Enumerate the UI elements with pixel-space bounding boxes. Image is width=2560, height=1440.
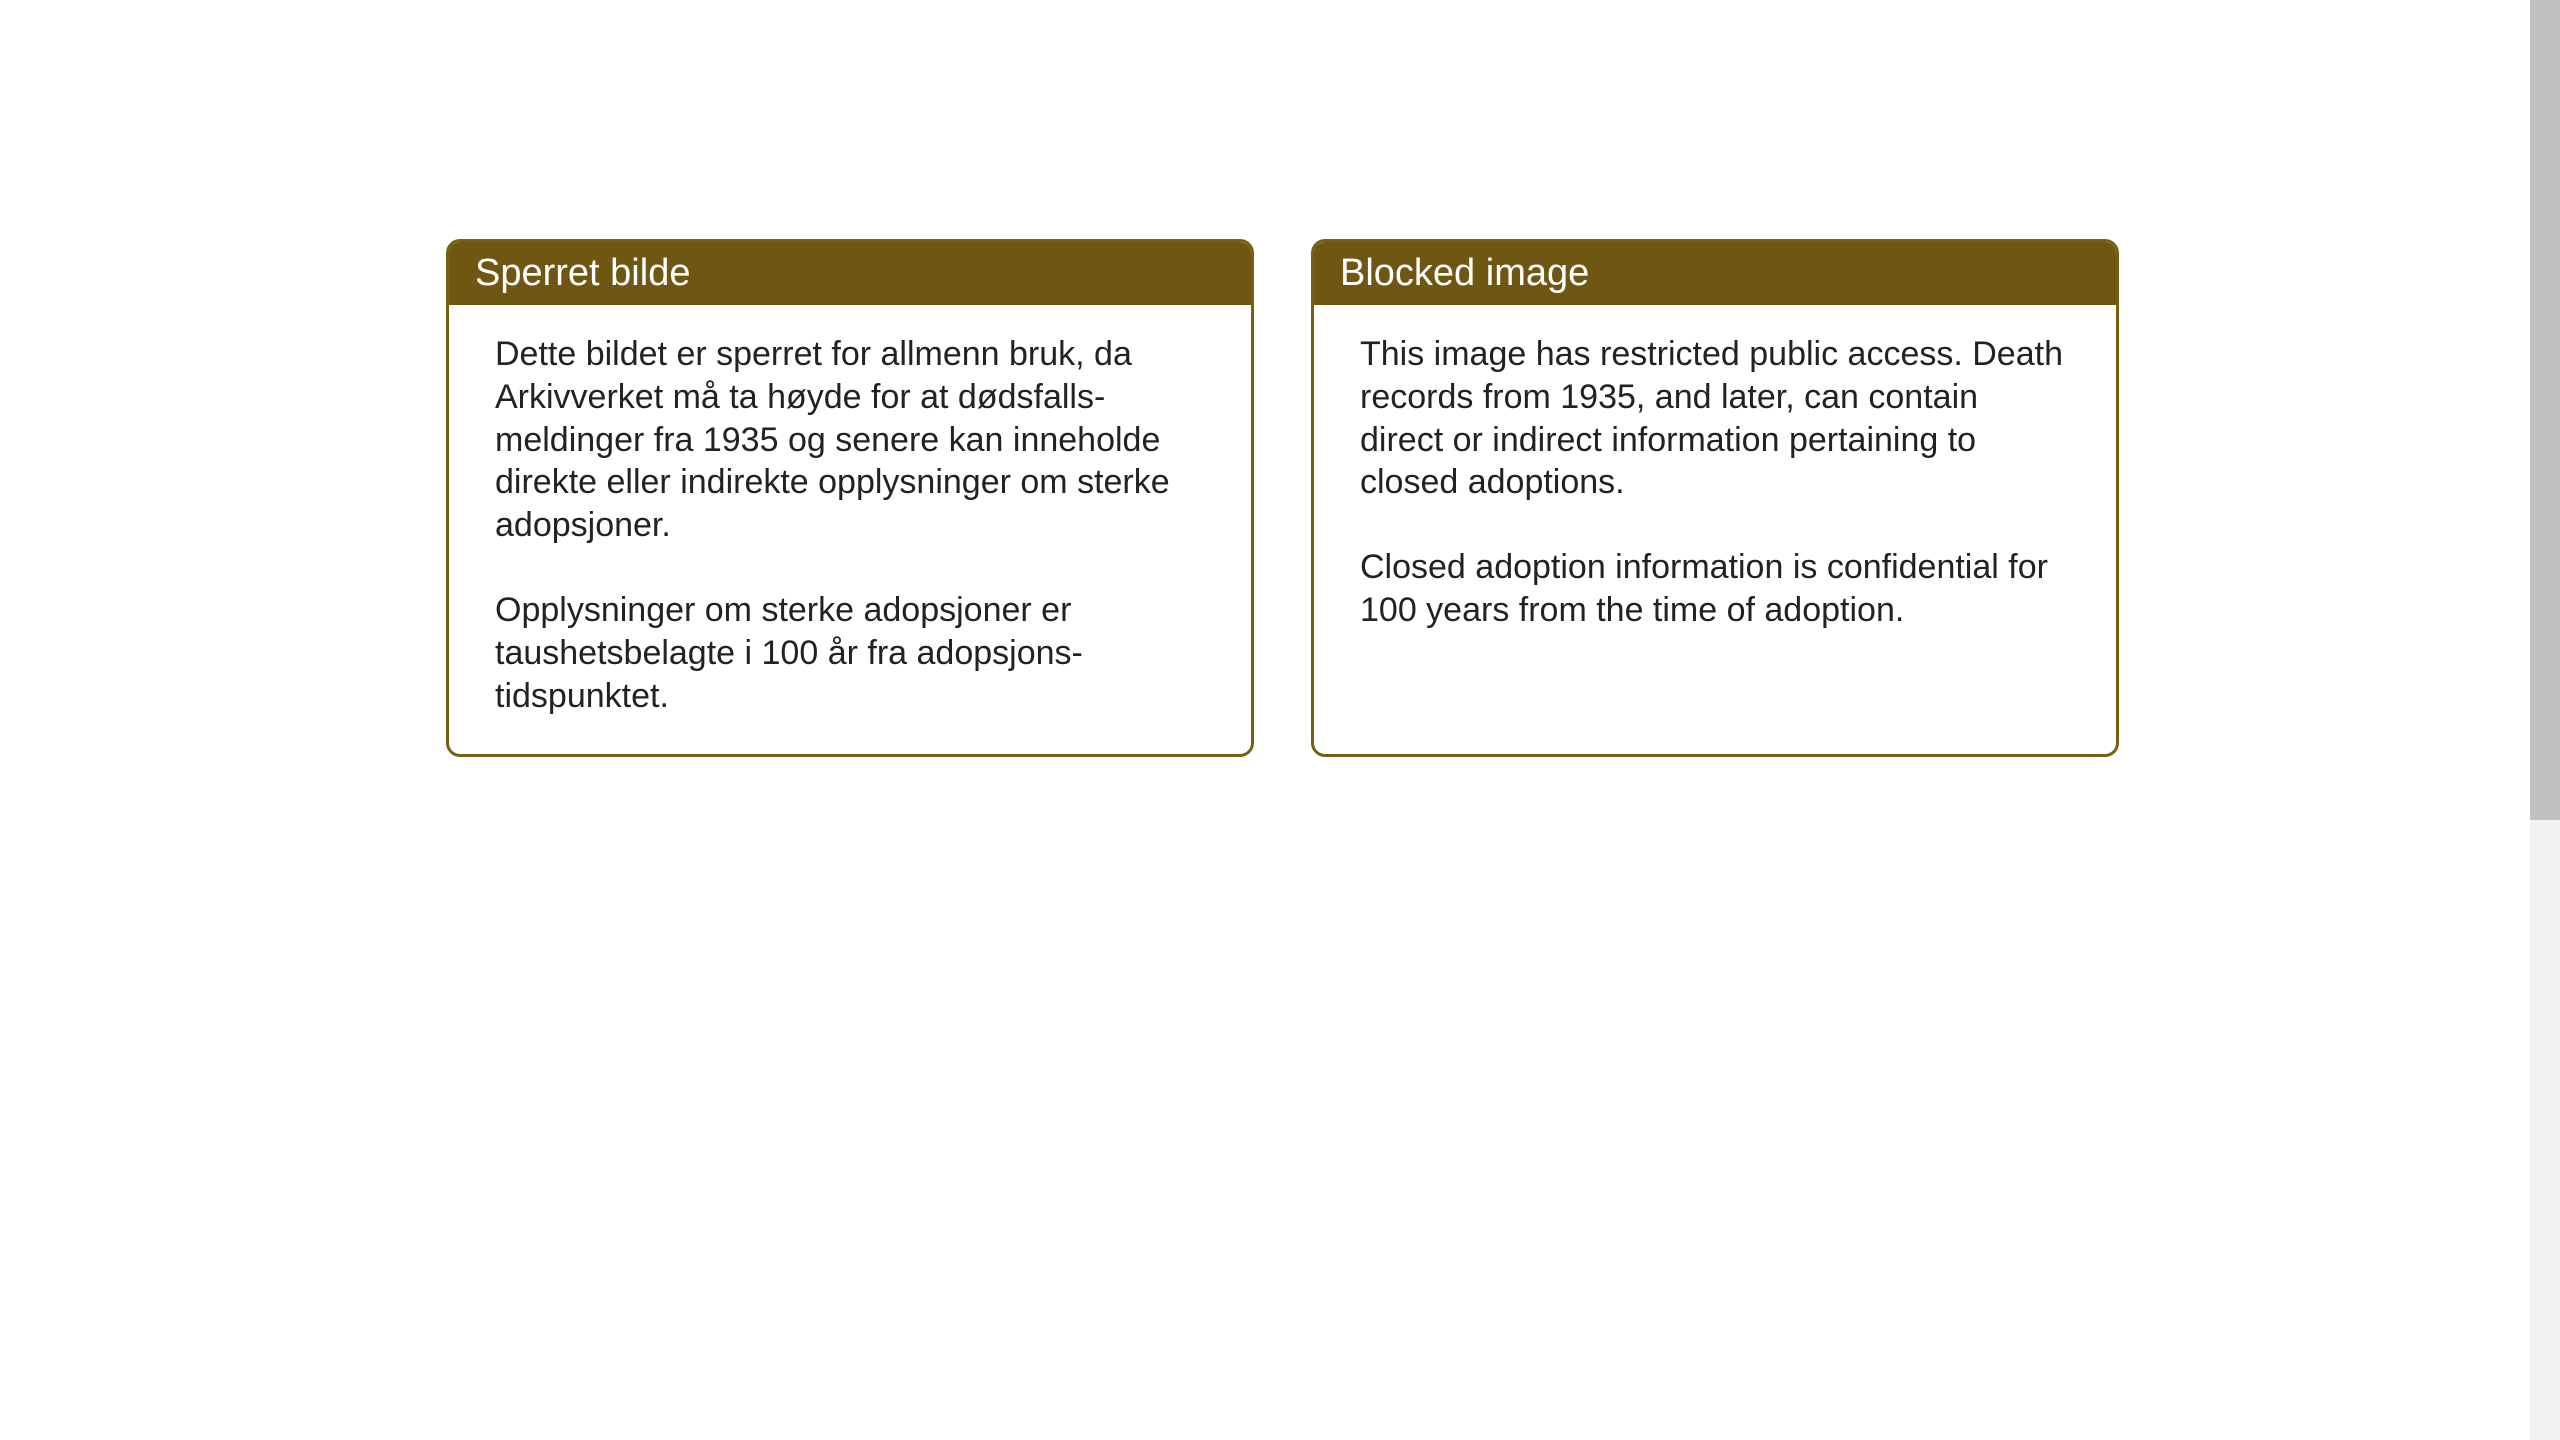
scrollbar-track[interactable] (2530, 0, 2560, 1440)
scrollbar-thumb[interactable] (2530, 0, 2560, 820)
notice-paragraph-1-english: This image has restricted public access.… (1360, 333, 2070, 504)
notice-body-english: This image has restricted public access.… (1314, 305, 2116, 668)
notice-title-norwegian: Sperret bilde (475, 252, 690, 294)
notices-container: Sperret bilde Dette bildet er sperret fo… (446, 239, 2119, 757)
notice-header-norwegian: Sperret bilde (449, 242, 1251, 305)
notice-paragraph-2-english: Closed adoption information is confident… (1360, 546, 2070, 632)
notice-box-english: Blocked image This image has restricted … (1311, 239, 2119, 757)
notice-paragraph-1-norwegian: Dette bildet er sperret for allmenn bruk… (495, 333, 1205, 547)
notice-box-norwegian: Sperret bilde Dette bildet er sperret fo… (446, 239, 1254, 757)
notice-header-english: Blocked image (1314, 242, 2116, 305)
notice-paragraph-2-norwegian: Opplysninger om sterke adopsjoner er tau… (495, 589, 1205, 717)
notice-body-norwegian: Dette bildet er sperret for allmenn bruk… (449, 305, 1251, 754)
notice-title-english: Blocked image (1340, 252, 1589, 294)
